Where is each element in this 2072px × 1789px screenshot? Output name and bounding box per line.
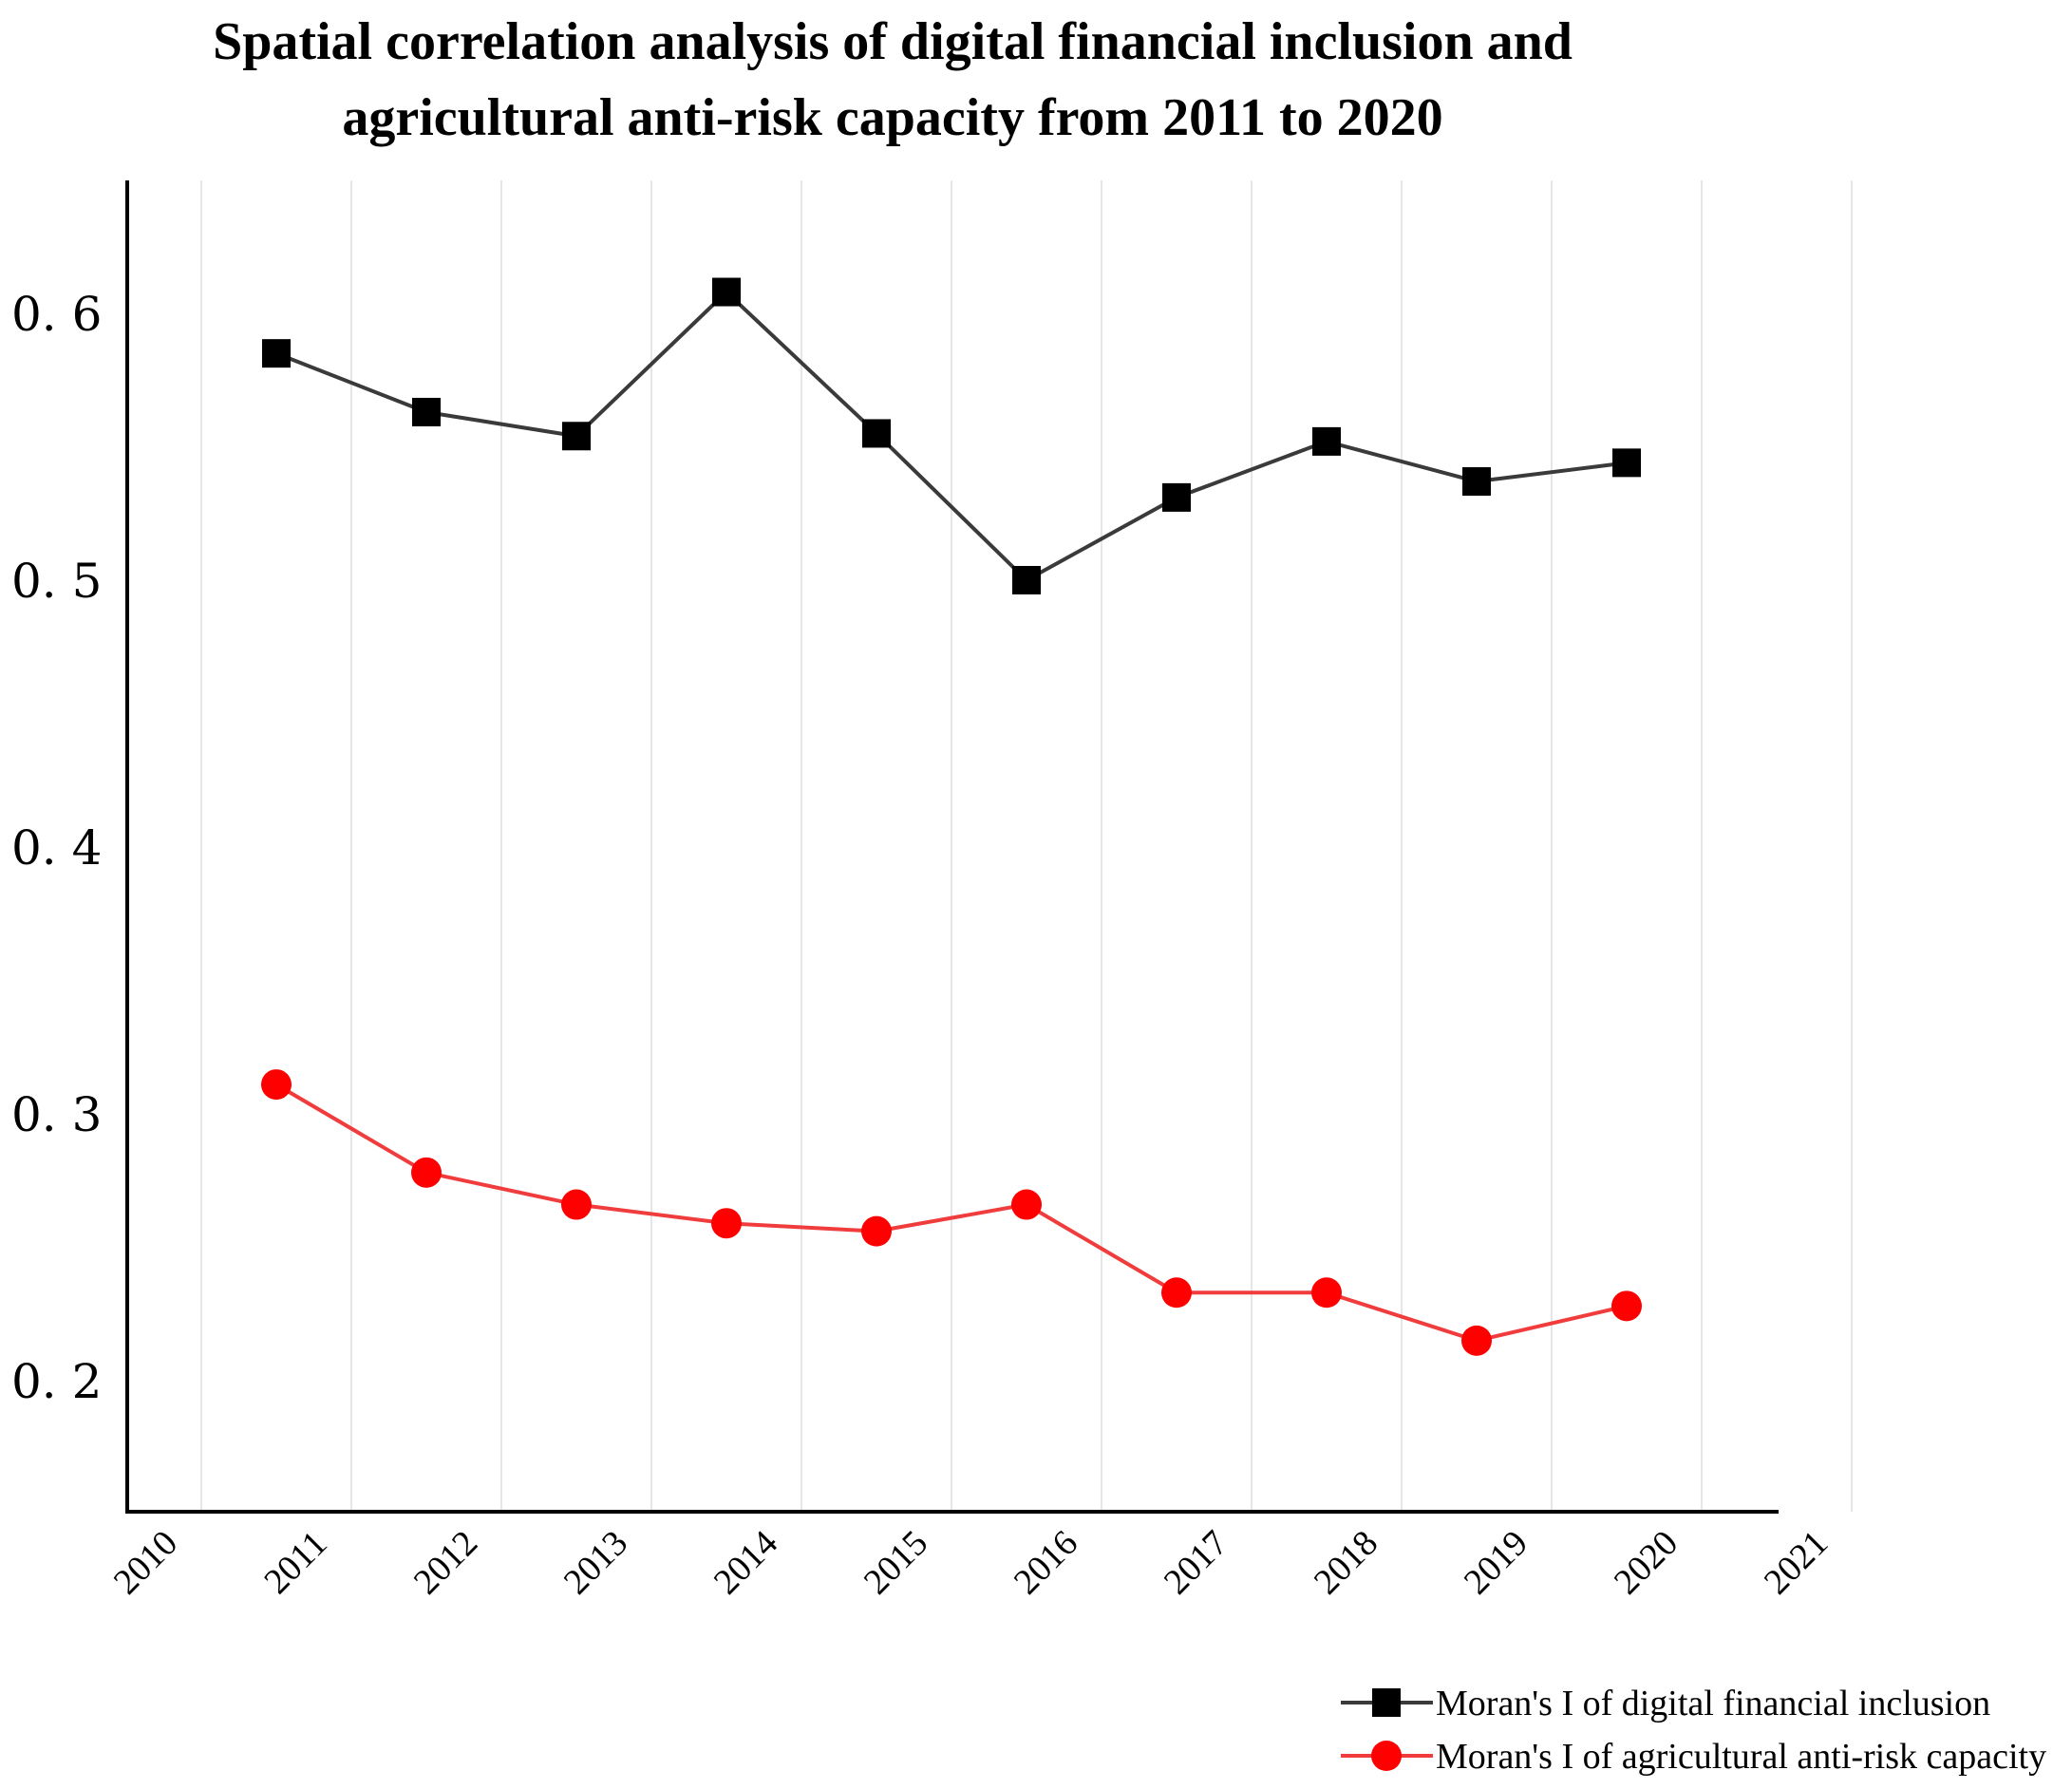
y-tick-label: 0. 5 — [11, 554, 102, 609]
series-2 — [261, 1069, 1642, 1356]
data-point-square — [262, 339, 291, 368]
data-point-square — [562, 422, 591, 451]
vertical-gridlines — [200, 180, 1853, 1512]
x-tick-label: 2020 — [1607, 1523, 1686, 1602]
data-point-circle — [1161, 1277, 1192, 1309]
data-point-square — [1162, 482, 1191, 512]
legend-label: Moran's I of digital financial inclusion — [1436, 1684, 1990, 1723]
data-point-circle — [861, 1215, 892, 1247]
y-tick-label: 0. 2 — [11, 1354, 102, 1409]
x-tick-label: 2019 — [1457, 1523, 1535, 1602]
data-point-circle — [561, 1189, 592, 1220]
chart-title-line-2: agricultural anti-risk capacity from 201… — [342, 88, 1442, 147]
x-tick-label: 2021 — [1757, 1523, 1836, 1602]
x-tick-label: 2017 — [1157, 1523, 1235, 1602]
x-axis-ticks: 2010 2011 2012 2013 2014 2015 2016 2017 2018 2019… — [106, 1523, 1836, 1602]
data-point-square — [1312, 426, 1341, 456]
data-point-square — [862, 419, 891, 448]
data-point-square — [412, 397, 441, 426]
y-tick-label: 0. 6 — [11, 287, 102, 342]
legend[interactable]: Moran's I of digital financial inclusion… — [1341, 1684, 2046, 1777]
legend-circle-marker — [1371, 1741, 1402, 1771]
series-line — [274, 1083, 1628, 1343]
data-point-square — [712, 277, 741, 307]
series-1 — [262, 277, 1641, 594]
series — [261, 277, 1642, 1356]
y-tick-label: 0. 3 — [11, 1087, 102, 1142]
x-tick-label: 2012 — [406, 1523, 485, 1602]
x-tick-label: 2014 — [706, 1523, 785, 1602]
data-point-square — [1012, 566, 1041, 594]
data-point-circle — [1311, 1277, 1342, 1309]
series-line — [275, 290, 1628, 582]
x-tick-label: 2013 — [556, 1523, 635, 1602]
x-tick-label: 2015 — [857, 1523, 935, 1602]
y-axis-ticks: 0. 2 0. 3 0. 4 0. 5 0. 6 — [11, 287, 102, 1409]
data-point-circle — [1461, 1325, 1492, 1356]
y-tick-label: 0. 4 — [11, 820, 102, 876]
legend-label: Moran's I of agricultural anti-risk capa… — [1436, 1737, 2046, 1777]
x-tick-label: 2011 — [256, 1523, 334, 1601]
data-point-circle — [411, 1157, 442, 1188]
data-point-circle — [1611, 1290, 1642, 1322]
x-tick-label: 2018 — [1307, 1523, 1385, 1602]
data-point-circle — [1011, 1189, 1042, 1220]
data-point-square — [1612, 448, 1641, 478]
data-point-square — [1462, 467, 1491, 497]
x-tick-label: 2010 — [106, 1523, 185, 1602]
data-point-circle — [711, 1208, 742, 1239]
legend-item-2[interactable]: Moran's I of agricultural anti-risk capa… — [1341, 1737, 2046, 1777]
legend-square-marker — [1372, 1688, 1401, 1717]
legend-item-1[interactable]: Moran's I of digital financial inclusion — [1341, 1684, 1990, 1723]
axes — [125, 180, 1779, 1514]
data-point-circle — [261, 1069, 292, 1101]
x-tick-label: 2016 — [1007, 1523, 1085, 1602]
chart-title-line-1: Spatial correlation analysis of digital … — [213, 12, 1573, 71]
